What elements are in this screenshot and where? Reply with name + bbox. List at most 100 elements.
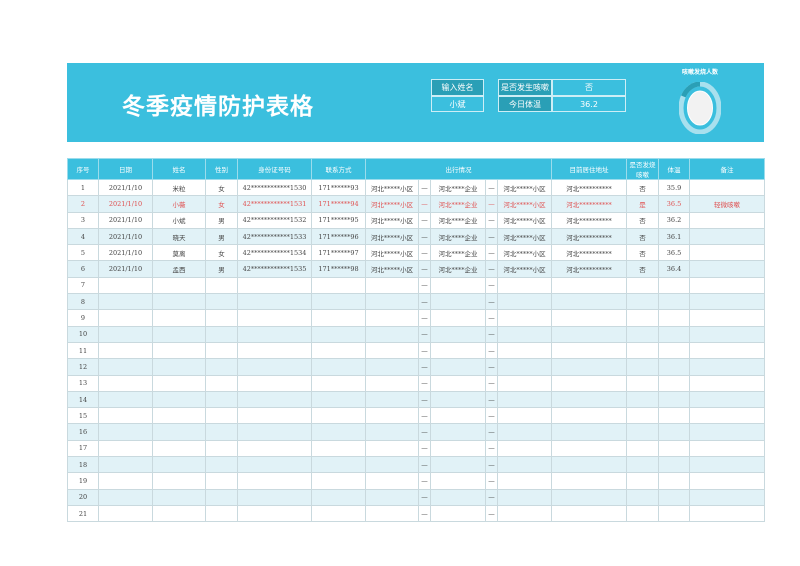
cell-no[interactable]: 18 <box>67 456 99 474</box>
cell-t1[interactable] <box>365 407 419 425</box>
cell-date[interactable] <box>98 488 153 506</box>
cell-sex[interactable]: 男 <box>205 260 238 278</box>
cell-temp[interactable]: 36.5 <box>658 195 691 213</box>
cell-t2[interactable]: 河北****企业 <box>430 227 486 246</box>
cell-temp[interactable] <box>658 390 691 409</box>
cell-phone[interactable] <box>311 309 366 327</box>
temp-value[interactable]: 36.2 <box>552 96 626 112</box>
cell-date[interactable] <box>98 374 153 392</box>
cell-phone[interactable] <box>311 358 366 376</box>
cell-id[interactable] <box>237 374 312 392</box>
cell-t3[interactable] <box>496 439 553 458</box>
cell-d1[interactable]: — <box>418 390 431 409</box>
cell-note[interactable] <box>689 227 766 246</box>
cell-addr[interactable]: 河北********** <box>551 195 628 213</box>
cell-name[interactable]: 米粒 <box>152 178 206 197</box>
cell-d2[interactable]: — <box>485 390 498 409</box>
cell-note[interactable] <box>689 178 766 197</box>
cell-phone[interactable] <box>311 472 366 490</box>
cell-temp[interactable] <box>658 504 691 523</box>
cell-id[interactable] <box>237 407 312 425</box>
cell-d1[interactable]: — <box>418 260 431 278</box>
cell-addr[interactable] <box>551 456 628 474</box>
cell-addr[interactable] <box>551 407 628 425</box>
cell-fever[interactable] <box>626 456 660 474</box>
cell-name[interactable] <box>152 341 206 360</box>
cell-sex[interactable] <box>205 504 238 523</box>
cell-d2[interactable]: — <box>485 178 498 197</box>
cell-id[interactable] <box>237 456 312 474</box>
cell-date[interactable] <box>98 325 153 343</box>
cell-phone[interactable] <box>311 423 366 441</box>
cell-fever[interactable] <box>626 390 660 409</box>
cell-t3[interactable] <box>496 488 553 506</box>
cell-t3[interactable] <box>496 325 553 343</box>
cell-note[interactable] <box>689 276 766 295</box>
cell-name[interactable] <box>152 276 206 295</box>
cell-t3[interactable] <box>496 390 553 409</box>
cell-fever[interactable] <box>626 276 660 295</box>
cell-no[interactable]: 14 <box>67 390 99 409</box>
cell-name[interactable] <box>152 423 206 441</box>
cell-t3[interactable] <box>496 456 553 474</box>
cell-name[interactable]: 小斌 <box>152 211 206 229</box>
cell-t2[interactable] <box>430 407 486 425</box>
cell-date[interactable] <box>98 358 153 376</box>
cell-note[interactable] <box>689 293 766 311</box>
cell-temp[interactable] <box>658 407 691 425</box>
cell-d1[interactable]: — <box>418 227 431 246</box>
cell-addr[interactable] <box>551 504 628 523</box>
cell-t1[interactable] <box>365 504 419 523</box>
cell-d1[interactable]: — <box>418 358 431 376</box>
cell-d1[interactable]: — <box>418 244 431 262</box>
cell-t1[interactable] <box>365 374 419 392</box>
cell-name[interactable] <box>152 309 206 327</box>
cell-sex[interactable] <box>205 488 238 506</box>
cell-id[interactable] <box>237 276 312 295</box>
cell-temp[interactable] <box>658 488 691 506</box>
cell-id[interactable]: 42************1534 <box>237 244 312 262</box>
cell-t1[interactable] <box>365 276 419 295</box>
cell-sex[interactable] <box>205 390 238 409</box>
cell-d2[interactable]: — <box>485 195 498 213</box>
cell-name[interactable]: 小薇 <box>152 195 206 213</box>
cell-sex[interactable] <box>205 407 238 425</box>
cell-addr[interactable]: 河北********** <box>551 211 628 229</box>
cell-t3[interactable] <box>496 423 553 441</box>
cell-addr[interactable] <box>551 309 628 327</box>
cell-t1[interactable] <box>365 325 419 343</box>
cell-d1[interactable]: — <box>418 423 431 441</box>
cell-note[interactable] <box>689 309 766 327</box>
cell-d1[interactable]: — <box>418 439 431 458</box>
cell-addr[interactable] <box>551 423 628 441</box>
cell-t2[interactable] <box>430 293 486 311</box>
cell-t2[interactable]: 河北****企业 <box>430 244 486 262</box>
cell-t1[interactable] <box>365 423 419 441</box>
cell-d2[interactable]: — <box>485 374 498 392</box>
cell-temp[interactable] <box>658 358 691 376</box>
cell-d2[interactable]: — <box>485 325 498 343</box>
cell-phone[interactable]: 171******97 <box>311 244 366 262</box>
cell-phone[interactable] <box>311 293 366 311</box>
cell-name[interactable] <box>152 325 206 343</box>
cell-date[interactable]: 2021/1/10 <box>98 178 153 197</box>
cell-note[interactable] <box>689 407 766 425</box>
cell-sex[interactable]: 女 <box>205 195 238 213</box>
cell-d2[interactable]: — <box>485 244 498 262</box>
cell-addr[interactable] <box>551 276 628 295</box>
cell-note[interactable] <box>689 211 766 229</box>
cell-d2[interactable]: — <box>485 423 498 441</box>
cell-t1[interactable]: 河北*****小区 <box>365 260 419 278</box>
cell-sex[interactable]: 男 <box>205 211 238 229</box>
cell-phone[interactable]: 171******95 <box>311 211 366 229</box>
cell-d2[interactable]: — <box>485 456 498 474</box>
cell-t2[interactable]: 河北****企业 <box>430 178 486 197</box>
cell-addr[interactable]: 河北********** <box>551 227 628 246</box>
cell-no[interactable]: 20 <box>67 488 99 506</box>
cell-addr[interactable]: 河北********** <box>551 178 628 197</box>
cell-note[interactable] <box>689 374 766 392</box>
cell-note[interactable] <box>689 472 766 490</box>
cell-addr[interactable] <box>551 488 628 506</box>
cell-d2[interactable]: — <box>485 341 498 360</box>
cell-t1[interactable]: 河北*****小区 <box>365 211 419 229</box>
